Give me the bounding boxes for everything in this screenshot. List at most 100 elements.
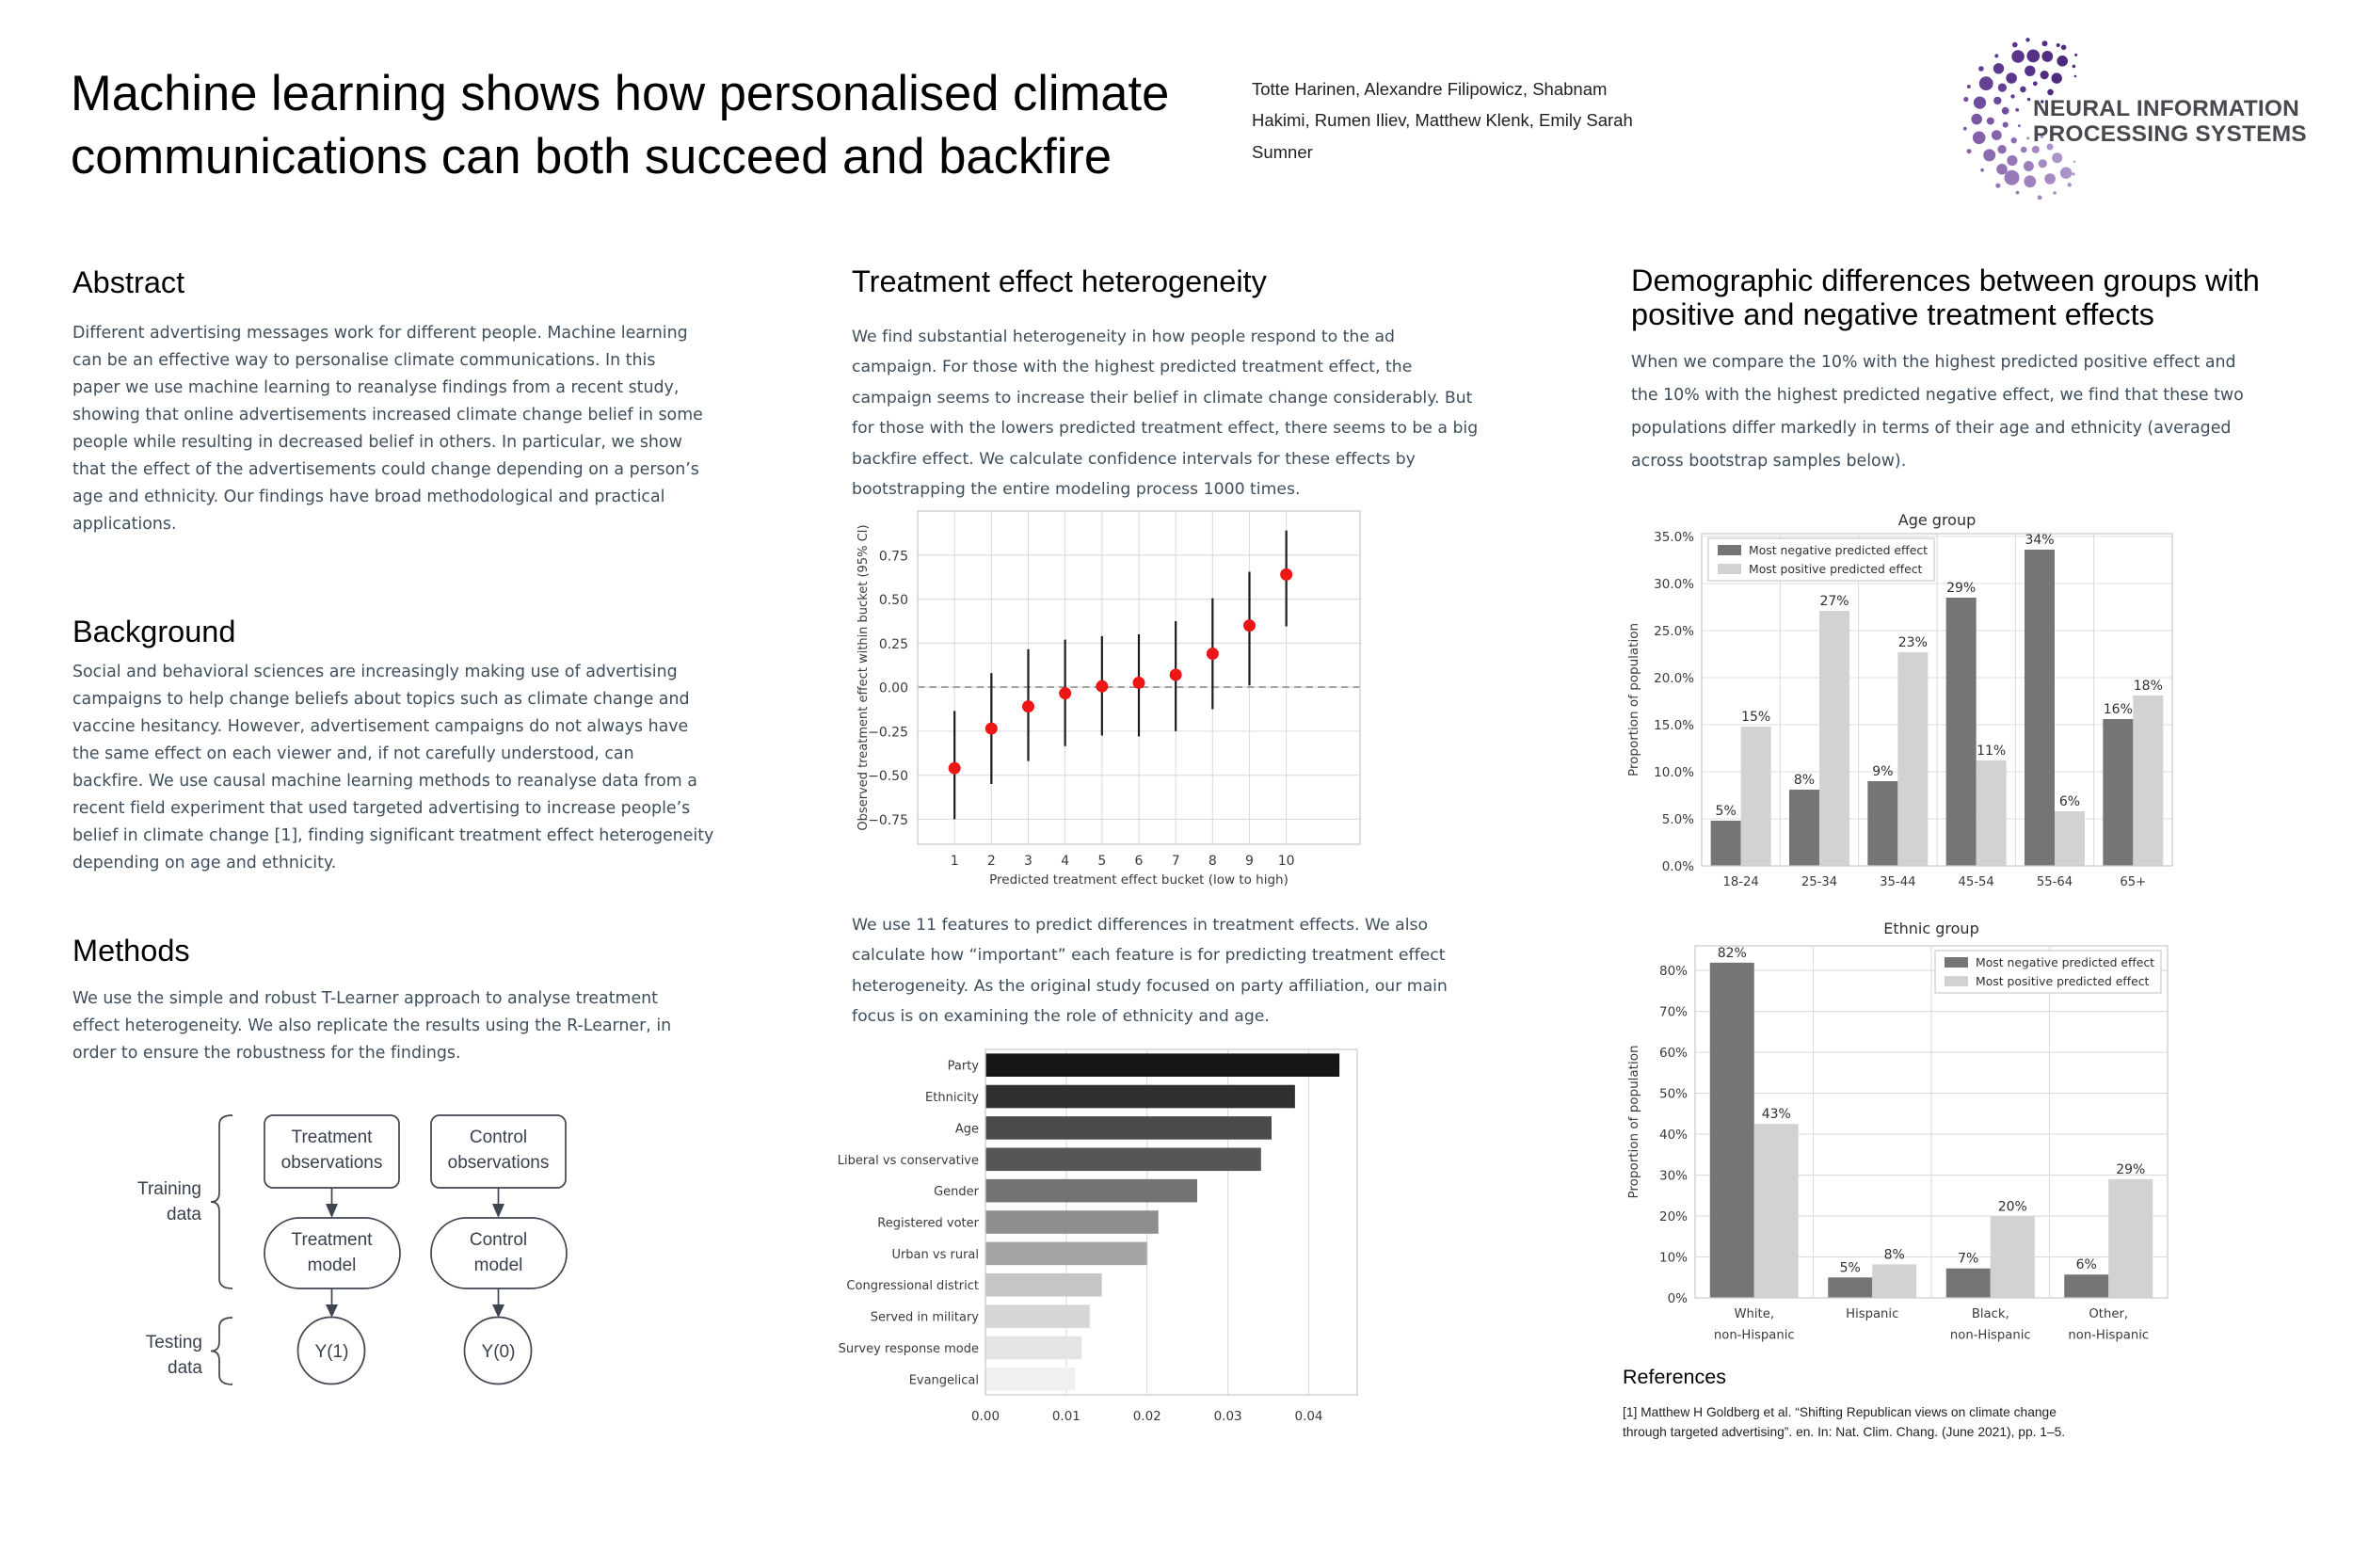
text-line: vaccine hesitancy. However, advertisemen… — [72, 716, 689, 736]
category-label: Registered voter — [877, 1217, 979, 1231]
logo-dot — [2031, 145, 2040, 153]
treatment-observations-box — [264, 1114, 400, 1189]
x-tick-label: 8 — [1209, 854, 1217, 869]
logo-dot — [1966, 85, 1971, 88]
text-line: heterogeneity. As the original study foc… — [852, 976, 1448, 996]
chart-svg: 82% 5% 7% 6% 43% 8% 20% 29% Ethnic group 0% 10% 20%… — [1626, 920, 2169, 1343]
logo-dot — [2052, 152, 2063, 164]
bar-value-label: 5% — [1840, 1260, 1861, 1275]
y-axis-label: Proportion of population — [1626, 623, 1641, 776]
y-axis-label: Proportion of population — [1626, 1045, 1641, 1198]
x-tick-label: Hispanic — [1846, 1307, 1898, 1321]
text-line: effect heterogeneity. We also replicate … — [72, 1016, 672, 1035]
logo-dot — [2026, 136, 2030, 140]
bar — [985, 1304, 1090, 1328]
treatment-heading: Treatment effect heterogeneity — [852, 264, 1267, 299]
y-tick-label: 40% — [1659, 1128, 1688, 1143]
bar — [985, 1147, 1261, 1172]
positive-bar — [1753, 1124, 1799, 1298]
errorbar-point — [1132, 676, 1145, 689]
chart-title: Age group — [1898, 511, 1977, 529]
treatment-model-box — [264, 1217, 401, 1289]
logo-dot — [1972, 131, 1986, 145]
logo-dot — [1980, 168, 1984, 172]
errorbar-point — [1243, 619, 1256, 632]
logo-dot — [2073, 160, 2076, 163]
text-line: calculate how “important” each feature i… — [852, 946, 1446, 966]
logo-dot — [1978, 66, 1984, 72]
bar-value-label: 5% — [1716, 804, 1737, 819]
legend-box — [1934, 950, 2162, 994]
category-label: Ethnicity — [925, 1091, 979, 1105]
neurips-logo-text-line1: NEURAL INFORMATION — [2033, 96, 2299, 121]
y-tick-label: 0.75 — [879, 549, 908, 564]
legend-label: Most negative predicted effect — [1749, 543, 1928, 557]
t-learner-diagram: Training data Testing data Treatment obs… — [137, 1114, 568, 1385]
bar — [985, 1241, 1147, 1266]
y-tick-label: 60% — [1659, 1046, 1688, 1061]
legend-swatch — [1718, 564, 1741, 574]
x-tick-label: 35-44 — [1880, 875, 1915, 889]
logo-dot — [1986, 117, 1994, 125]
errorbar-point — [1059, 687, 1072, 700]
treatment-model-label: model — [308, 1256, 357, 1275]
negative-bar — [1945, 598, 1977, 866]
x-tick-label: 25-34 — [1801, 875, 1837, 889]
chart-title: Ethnic group — [1883, 920, 1978, 937]
positive-bar — [1990, 1216, 2035, 1298]
y-tick-label: −0.50 — [868, 769, 908, 784]
negative-bar — [2025, 550, 2055, 866]
plot-area — [917, 510, 1361, 845]
negative-bar — [1945, 1268, 1991, 1298]
treatment-text-1: We find substantial heterogeneity in how… — [852, 322, 1478, 505]
y-axis-label: Observed treatment effect within bucket … — [856, 524, 871, 830]
plot-area — [1701, 533, 2173, 867]
chart-svg: Party Ethnicity Age Liberal vs conservative… — [838, 1048, 1358, 1424]
x-tick-label: 5 — [1097, 854, 1106, 869]
treatment-model-label: Treatment — [292, 1230, 374, 1250]
logo-dot — [1993, 63, 2005, 74]
bar — [985, 1272, 1102, 1297]
logo-dot — [2020, 86, 2026, 93]
logo-dot — [2007, 155, 2018, 167]
bar-value-label: 18% — [2134, 679, 2163, 694]
abstract-heading: Abstract — [72, 265, 185, 300]
positive-bar — [1976, 760, 2007, 866]
x-tick-label: 0.04 — [1294, 1409, 1322, 1424]
logo-dot — [1978, 76, 1993, 91]
logo-dot — [2067, 183, 2072, 187]
bar-value-label: 29% — [1946, 581, 1976, 596]
x-tick-label: non-Hispanic — [2068, 1329, 2149, 1343]
text-line: bootstrapping the entire modeling proces… — [852, 480, 1301, 500]
bar-value-label: 34% — [2025, 533, 2054, 548]
errorbar-point — [1206, 648, 1219, 661]
logo-dot — [1996, 164, 2008, 175]
arrow-head — [326, 1304, 338, 1318]
legend-swatch — [1945, 957, 1968, 968]
text-line: Hakimi, Rumen Iliev, Matthew Klenk, Emil… — [1252, 110, 1633, 131]
legend-swatch — [1718, 545, 1741, 555]
text-line: belief in climate change [1], finding si… — [72, 825, 714, 845]
logo-dot — [1963, 96, 1969, 103]
y0-circle — [463, 1316, 533, 1385]
bar — [985, 1053, 1340, 1077]
text-line: backfire effect. We calculate confidence… — [852, 449, 1416, 469]
logo-dot — [2072, 64, 2076, 69]
x-tick-label: Other, — [2089, 1307, 2128, 1321]
x-tick-label: 6 — [1135, 854, 1144, 869]
positive-bar — [2108, 1178, 2153, 1298]
category-label: Urban vs rural — [891, 1248, 979, 1262]
category-label: Evangelical — [909, 1373, 979, 1387]
bar-value-label: 7% — [1958, 1252, 1978, 1267]
chart-svg: 5% 8% 9% 29% 34% 16% 15% 27% 23% 11% 6% 18% Age grou… — [1626, 511, 2173, 889]
negative-bar — [1789, 790, 1819, 866]
bar — [985, 1178, 1197, 1203]
logo-dot — [2026, 49, 2041, 63]
text-line: We find substantial heterogeneity in how… — [852, 327, 1395, 346]
logo-dot — [2038, 159, 2047, 168]
y-tick-label: 0.0% — [1662, 859, 1694, 874]
positive-bar — [1740, 727, 1771, 866]
logo-dot — [2002, 121, 2009, 128]
x-tick-label: 2 — [987, 854, 996, 869]
y-tick-label: 0.50 — [879, 593, 908, 608]
